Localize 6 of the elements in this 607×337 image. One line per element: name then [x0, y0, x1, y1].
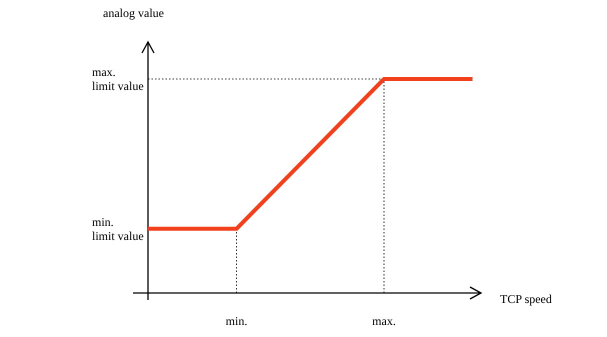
annotation: max. limit value	[92, 65, 144, 93]
x-axis-title: TCP speed	[500, 292, 552, 306]
x-tick-label: max.	[372, 314, 396, 328]
annotation: min. limit value	[92, 214, 144, 243]
x-tick-label: min.	[226, 314, 248, 328]
y-axis-title: analog value	[103, 6, 164, 20]
